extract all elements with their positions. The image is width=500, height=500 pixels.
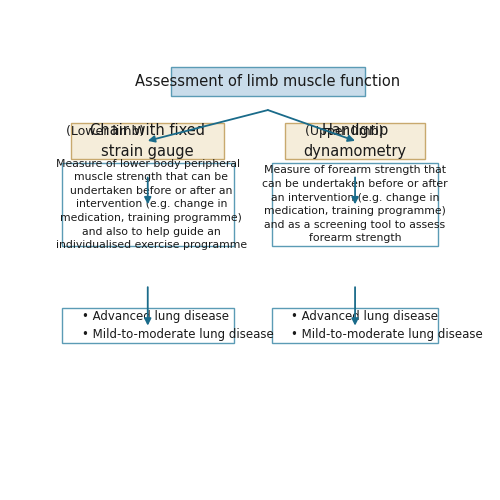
Text: Handgrip
dynamometry: Handgrip dynamometry — [304, 123, 406, 158]
FancyBboxPatch shape — [71, 122, 225, 159]
Text: Assessment of limb muscle function: Assessment of limb muscle function — [136, 74, 400, 88]
Text: Chair with fixed
strain gauge: Chair with fixed strain gauge — [90, 123, 206, 158]
FancyBboxPatch shape — [62, 308, 234, 343]
FancyBboxPatch shape — [272, 308, 438, 343]
Text: Measure of lower body peripheral
  muscle strength that can be
  undertaken befo: Measure of lower body peripheral muscle … — [48, 158, 247, 250]
Text: (Upper limb): (Upper limb) — [304, 124, 383, 138]
Text: • Advanced lung disease
• Mild-to-moderate lung disease: • Advanced lung disease • Mild-to-modera… — [291, 310, 483, 341]
Text: • Advanced lung disease
• Mild-to-moderate lung disease: • Advanced lung disease • Mild-to-modera… — [82, 310, 274, 341]
FancyBboxPatch shape — [171, 66, 365, 96]
FancyBboxPatch shape — [286, 122, 425, 159]
Text: (Lower limb): (Lower limb) — [66, 124, 144, 138]
Text: Measure of forearm strength that
can be undertaken before or after
an interventi: Measure of forearm strength that can be … — [262, 166, 448, 244]
FancyBboxPatch shape — [272, 163, 438, 246]
FancyBboxPatch shape — [62, 163, 234, 246]
